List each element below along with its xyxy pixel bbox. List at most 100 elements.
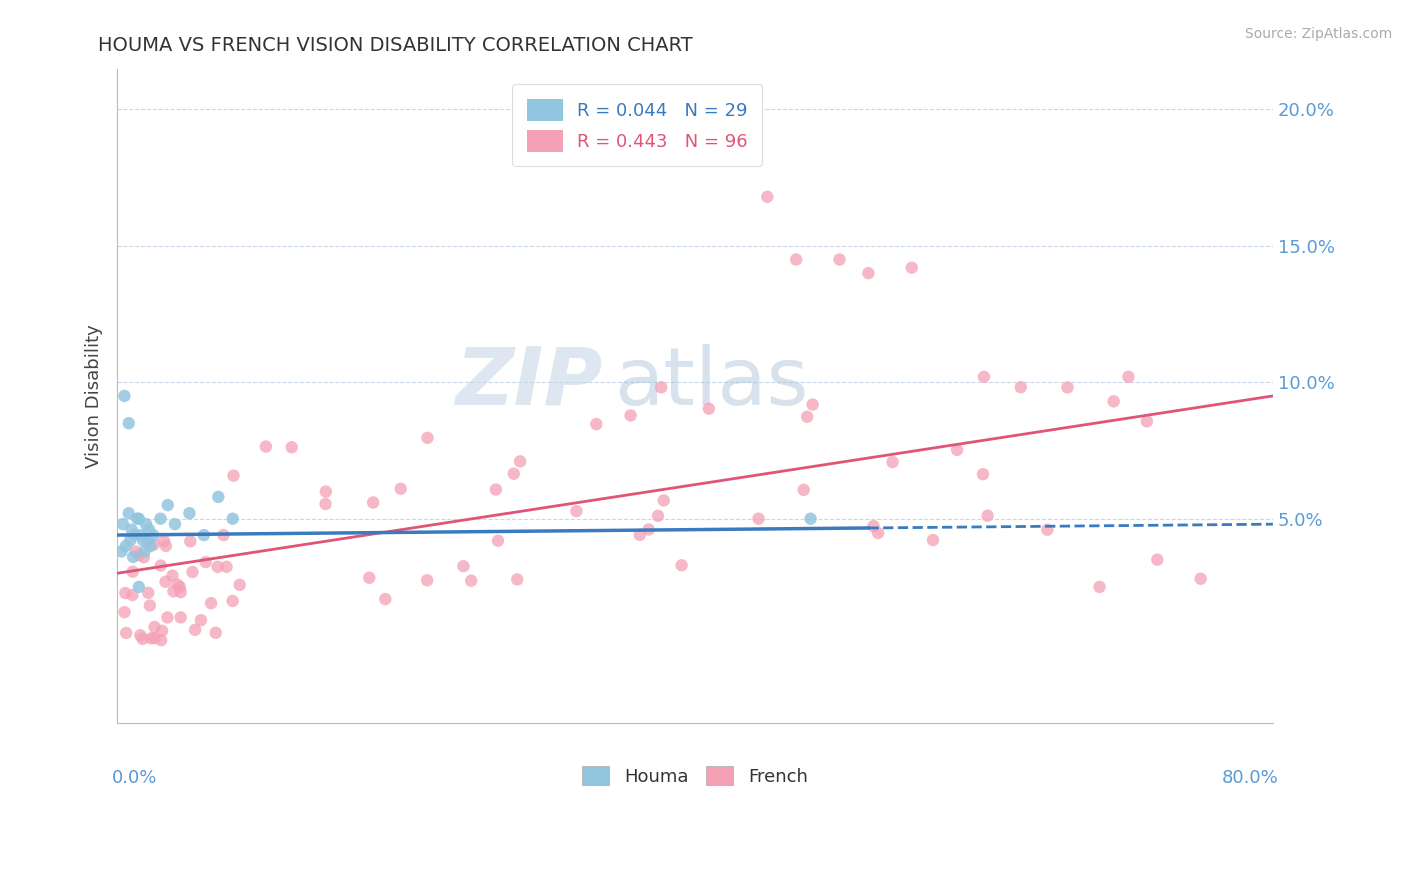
Text: HOUMA VS FRENCH VISION DISABILITY CORRELATION CHART: HOUMA VS FRENCH VISION DISABILITY CORREL… bbox=[98, 36, 693, 54]
Point bbox=[862, 519, 884, 533]
Point bbox=[506, 573, 529, 587]
Point bbox=[156, 498, 179, 512]
Point bbox=[129, 628, 152, 642]
Point bbox=[713, 144, 735, 158]
Point bbox=[153, 533, 176, 548]
Point bbox=[1036, 523, 1059, 537]
Point bbox=[793, 483, 815, 497]
Point bbox=[136, 586, 159, 600]
Point bbox=[200, 596, 222, 610]
Point bbox=[228, 578, 250, 592]
Point bbox=[128, 580, 150, 594]
Y-axis label: Vision Disability: Vision Disability bbox=[86, 324, 103, 467]
Point bbox=[389, 482, 412, 496]
Point bbox=[509, 454, 531, 468]
Point bbox=[114, 586, 136, 600]
Point bbox=[416, 574, 439, 588]
Point bbox=[112, 389, 135, 403]
Point bbox=[128, 512, 150, 526]
Point bbox=[315, 484, 337, 499]
Point bbox=[143, 631, 166, 645]
Point bbox=[647, 508, 669, 523]
Point bbox=[972, 467, 994, 482]
Point bbox=[162, 584, 184, 599]
Point bbox=[565, 504, 588, 518]
Point bbox=[132, 533, 155, 548]
Point bbox=[1088, 580, 1111, 594]
Point bbox=[1146, 552, 1168, 566]
Point bbox=[359, 571, 381, 585]
Point bbox=[139, 539, 162, 553]
Point bbox=[1056, 380, 1078, 394]
Point bbox=[162, 568, 184, 582]
Point bbox=[132, 550, 155, 565]
Point bbox=[900, 260, 922, 275]
Point bbox=[453, 559, 475, 574]
Point bbox=[163, 517, 186, 532]
Point bbox=[785, 252, 807, 267]
Point bbox=[114, 605, 136, 619]
Point bbox=[1010, 380, 1032, 394]
Point bbox=[796, 409, 818, 424]
Point bbox=[204, 625, 226, 640]
Point bbox=[110, 544, 132, 558]
Point bbox=[585, 417, 607, 431]
Point bbox=[128, 548, 150, 562]
Point bbox=[280, 440, 302, 454]
Point bbox=[868, 526, 890, 541]
Point bbox=[134, 544, 156, 558]
Point bbox=[193, 528, 215, 542]
Point bbox=[215, 559, 238, 574]
Text: atlas: atlas bbox=[614, 343, 808, 422]
Point bbox=[207, 559, 229, 574]
Point bbox=[858, 266, 880, 280]
Point bbox=[135, 517, 157, 532]
Point bbox=[149, 512, 172, 526]
Point bbox=[801, 398, 824, 412]
Point bbox=[169, 580, 191, 594]
Text: 80.0%: 80.0% bbox=[1222, 769, 1278, 787]
Point bbox=[1102, 394, 1125, 409]
Point bbox=[973, 369, 995, 384]
Point bbox=[190, 613, 212, 627]
Point bbox=[131, 632, 153, 646]
Text: Source: ZipAtlas.com: Source: ZipAtlas.com bbox=[1244, 27, 1392, 41]
Point bbox=[800, 512, 823, 526]
Point bbox=[122, 549, 145, 564]
Point bbox=[115, 626, 138, 640]
Point bbox=[254, 440, 277, 454]
Point bbox=[139, 632, 162, 646]
Point bbox=[179, 534, 201, 549]
Point bbox=[922, 533, 945, 547]
Point bbox=[502, 467, 524, 481]
Point bbox=[121, 565, 143, 579]
Point bbox=[118, 416, 141, 430]
Point bbox=[138, 523, 160, 537]
Point bbox=[697, 401, 720, 416]
Point bbox=[118, 506, 141, 520]
Point bbox=[129, 528, 152, 542]
Point bbox=[828, 252, 851, 267]
Point bbox=[184, 623, 207, 637]
Point bbox=[179, 506, 201, 520]
Point bbox=[1189, 572, 1212, 586]
Point bbox=[143, 620, 166, 634]
Point bbox=[460, 574, 482, 588]
Point bbox=[111, 517, 134, 532]
Point bbox=[212, 528, 235, 542]
Point bbox=[315, 497, 337, 511]
Point bbox=[139, 599, 162, 613]
Point bbox=[361, 495, 384, 509]
Point bbox=[121, 588, 143, 602]
Text: ZIP: ZIP bbox=[456, 343, 603, 422]
Point bbox=[221, 594, 243, 608]
Point bbox=[150, 633, 173, 648]
Point bbox=[620, 409, 643, 423]
Point bbox=[222, 468, 245, 483]
Text: 0.0%: 0.0% bbox=[111, 769, 157, 787]
Legend: Houma, French: Houma, French bbox=[575, 759, 815, 793]
Point bbox=[756, 190, 779, 204]
Point bbox=[155, 574, 177, 589]
Point bbox=[181, 565, 204, 579]
Point bbox=[149, 558, 172, 573]
